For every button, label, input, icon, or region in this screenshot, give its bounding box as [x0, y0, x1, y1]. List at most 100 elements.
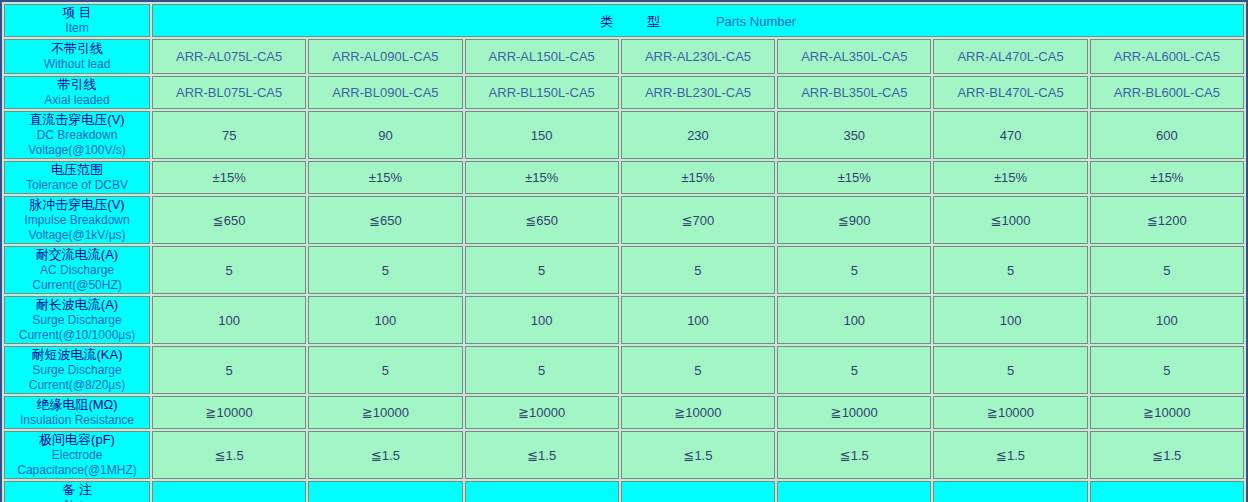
- row-label-en: Note: [7, 498, 147, 502]
- note-cell: [1090, 481, 1244, 502]
- part-number-cell-axial-leaded-4: ARR-BL350L-CA5: [777, 76, 931, 109]
- row-label-cn: 脉冲击穿电压(V): [7, 197, 147, 213]
- row-header-tolerance-of-dcbv: 电压范围Tolerance of DCBV: [4, 161, 150, 194]
- row-label-en: DC Breakdown Voltage(@100V/s): [7, 128, 147, 158]
- row-label-cn: 备 注: [7, 482, 147, 498]
- part-number-cell-without-lead-2: ARR-AL150L-CA5: [465, 39, 619, 74]
- part-number-cell-without-lead-0: ARR-AL075L-CA5: [152, 39, 306, 74]
- part-number-cell-without-lead-4: ARR-AL350L-CA5: [777, 39, 931, 74]
- row-label-en: AC Discharge Current(@50HZ): [7, 263, 147, 293]
- note-cell: [465, 481, 619, 502]
- value-cell-ac-discharge-current-0: 5: [152, 246, 306, 294]
- part-number-cell-without-lead-5: ARR-AL470L-CA5: [933, 39, 1087, 74]
- spec-row-dc-breakdown-voltage: 直流击穿电压(V)DC Breakdown Voltage(@100V/s)75…: [4, 111, 1244, 159]
- spec-row-note: 备 注Note: [4, 481, 1244, 502]
- note-cell: [777, 481, 931, 502]
- part-number-cell-without-lead-3: ARR-AL230L-CA5: [621, 39, 775, 74]
- value-cell-electrode-capacitance-2: ≦1.5: [465, 431, 619, 479]
- note-cell: [621, 481, 775, 502]
- value-cell-electrode-capacitance-0: ≦1.5: [152, 431, 306, 479]
- row-header-electrode-capacitance: 极间电容(pF)Electrode Capacitance(@1MHZ): [4, 431, 150, 479]
- spec-row-insulation-resistance: 绝缘电阻(MΩ)Insulation Resistance≧10000≧1000…: [4, 396, 1244, 429]
- row-label-cn: 极间电容(pF): [7, 432, 147, 448]
- value-cell-ac-discharge-current-4: 5: [777, 246, 931, 294]
- parts-number-label: Parts Number: [716, 14, 796, 29]
- value-cell-electrode-capacitance-5: ≦1.5: [933, 431, 1087, 479]
- row-label-en: Without lead: [7, 57, 147, 72]
- type-label-cn-2: 型: [647, 14, 660, 30]
- value-cell-dc-breakdown-voltage-0: 75: [152, 111, 306, 159]
- value-cell-electrode-capacitance-3: ≦1.5: [621, 431, 775, 479]
- value-cell-insulation-resistance-3: ≧10000: [621, 396, 775, 429]
- value-cell-insulation-resistance-4: ≧10000: [777, 396, 931, 429]
- row-label-cn: 电压范围: [7, 162, 147, 178]
- value-cell-insulation-resistance-1: ≧10000: [308, 396, 462, 429]
- value-cell-dc-breakdown-voltage-5: 470: [933, 111, 1087, 159]
- row-label-en: Surge Discharge Current(@8/20μs): [7, 363, 147, 393]
- value-cell-impulse-breakdown-voltage-0: ≦650: [152, 196, 306, 244]
- value-cell-tolerance-of-dcbv-0: ±15%: [152, 161, 306, 194]
- value-cell-surge-discharge-current-short-wave-2: 5: [465, 346, 619, 394]
- value-cell-surge-discharge-current-long-wave-4: 100: [777, 296, 931, 344]
- row-header-dc-breakdown-voltage: 直流击穿电压(V)DC Breakdown Voltage(@100V/s): [4, 111, 150, 159]
- spec-row-ac-discharge-current: 耐交流电流(A)AC Discharge Current(@50HZ)55555…: [4, 246, 1244, 294]
- part-number-cell-without-lead-6: ARR-AL600L-CA5: [1090, 39, 1244, 74]
- row-label-cn: 绝缘电阻(MΩ): [7, 397, 147, 413]
- value-cell-ac-discharge-current-1: 5: [308, 246, 462, 294]
- value-cell-surge-discharge-current-long-wave-0: 100: [152, 296, 306, 344]
- row-label-cn: 耐长波电流(A): [7, 297, 147, 313]
- value-cell-tolerance-of-dcbv-4: ±15%: [777, 161, 931, 194]
- parts-number-header-cell: 类 型 Parts Number: [152, 4, 1244, 37]
- part-number-cell-axial-leaded-1: ARR-BL090L-CA5: [308, 76, 462, 109]
- value-cell-ac-discharge-current-6: 5: [1090, 246, 1244, 294]
- spec-sheet: 项 目 Item 类 型 Parts Number 不带引线Without lead…: [0, 0, 1248, 502]
- value-cell-surge-discharge-current-long-wave-5: 100: [933, 296, 1087, 344]
- value-cell-electrode-capacitance-1: ≦1.5: [308, 431, 462, 479]
- row-label-en: Tolerance of DCBV: [7, 178, 147, 193]
- row-header-insulation-resistance: 绝缘电阻(MΩ)Insulation Resistance: [4, 396, 150, 429]
- part-number-cell-axial-leaded-0: ARR-BL075L-CA5: [152, 76, 306, 109]
- value-cell-tolerance-of-dcbv-1: ±15%: [308, 161, 462, 194]
- note-cell: [308, 481, 462, 502]
- value-cell-impulse-breakdown-voltage-4: ≦900: [777, 196, 931, 244]
- value-cell-dc-breakdown-voltage-6: 600: [1090, 111, 1244, 159]
- row-header-surge-discharge-current-long-wave: 耐长波电流(A)Surge Discharge Current(@10/1000…: [4, 296, 150, 344]
- spec-row-electrode-capacitance: 极间电容(pF)Electrode Capacitance(@1MHZ)≦1.5…: [4, 431, 1244, 479]
- value-cell-surge-discharge-current-short-wave-1: 5: [308, 346, 462, 394]
- value-cell-surge-discharge-current-short-wave-3: 5: [621, 346, 775, 394]
- value-cell-ac-discharge-current-3: 5: [621, 246, 775, 294]
- value-cell-impulse-breakdown-voltage-1: ≦650: [308, 196, 462, 244]
- row-header-note: 备 注Note: [4, 481, 150, 502]
- spec-row-surge-discharge-current-short-wave: 耐短波电流(KA)Surge Discharge Current(@8/20μs…: [4, 346, 1244, 394]
- value-cell-dc-breakdown-voltage-2: 150: [465, 111, 619, 159]
- value-cell-surge-discharge-current-short-wave-0: 5: [152, 346, 306, 394]
- part-number-cell-axial-leaded-3: ARR-BL230L-CA5: [621, 76, 775, 109]
- part-number-cell-without-lead-1: ARR-AL090L-CA5: [308, 39, 462, 74]
- value-cell-surge-discharge-current-long-wave-3: 100: [621, 296, 775, 344]
- note-cell: [152, 481, 306, 502]
- value-cell-impulse-breakdown-voltage-2: ≦650: [465, 196, 619, 244]
- item-label-en: Item: [7, 21, 147, 36]
- spec-table: 项 目 Item 类 型 Parts Number 不带引线Without lead…: [0, 0, 1248, 502]
- value-cell-ac-discharge-current-2: 5: [465, 246, 619, 294]
- row-header-axial-leaded: 带引线Axial leaded: [4, 76, 150, 109]
- row-label-en: Impulse Breakdown Voltage(@1kV/μs): [7, 213, 147, 243]
- row-label-cn: 带引线: [7, 77, 147, 93]
- value-cell-dc-breakdown-voltage-3: 230: [621, 111, 775, 159]
- value-cell-surge-discharge-current-long-wave-2: 100: [465, 296, 619, 344]
- item-label-cn: 项 目: [7, 5, 147, 21]
- row-label-cn: 直流击穿电压(V): [7, 112, 147, 128]
- spec-row-tolerance-of-dcbv: 电压范围Tolerance of DCBV±15%±15%±15%±15%±15…: [4, 161, 1244, 194]
- type-label-cn-1: 类: [600, 14, 613, 30]
- value-cell-electrode-capacitance-6: ≦1.5: [1090, 431, 1244, 479]
- value-cell-surge-discharge-current-long-wave-6: 100: [1090, 296, 1244, 344]
- value-cell-tolerance-of-dcbv-3: ±15%: [621, 161, 775, 194]
- value-cell-impulse-breakdown-voltage-5: ≦1000: [933, 196, 1087, 244]
- row-label-cn: 耐交流电流(A): [7, 247, 147, 263]
- spec-row-without-lead: 不带引线Without lead ARR-AL075L-CA5ARR-AL090L…: [4, 39, 1244, 74]
- row-label-en: Electrode Capacitance(@1MHZ): [7, 448, 147, 478]
- row-label-cn: 不带引线: [7, 41, 147, 57]
- part-number-cell-axial-leaded-6: ARR-BL600L-CA5: [1090, 76, 1244, 109]
- value-cell-electrode-capacitance-4: ≦1.5: [777, 431, 931, 479]
- value-cell-surge-discharge-current-short-wave-6: 5: [1090, 346, 1244, 394]
